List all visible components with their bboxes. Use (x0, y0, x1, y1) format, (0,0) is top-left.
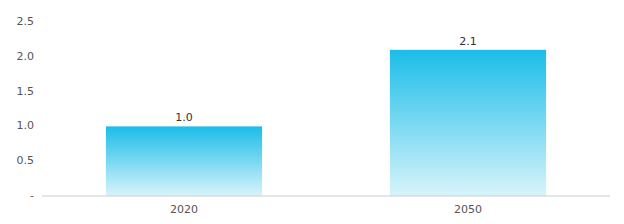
x-axis-line (42, 196, 610, 197)
y-tick-label: - (30, 189, 34, 202)
chart-svg: - 0.5 1.0 1.5 2.0 2.5 1.0 2.1 2020 2050 (0, 0, 624, 224)
y-axis: - 0.5 1.0 1.5 2.0 2.5 (17, 15, 35, 202)
y-tick-label: 2.0 (17, 50, 35, 63)
data-label: 1.0 (175, 111, 193, 124)
chart-container: - 0.5 1.0 1.5 2.0 2.5 1.0 2.1 2020 2050 (0, 0, 624, 224)
bar (106, 126, 262, 196)
y-tick-label: 2.5 (17, 15, 35, 28)
y-tick-label: 0.5 (17, 154, 35, 167)
x-tick-label: 2020 (170, 203, 198, 216)
bar (390, 50, 546, 196)
x-axis: 2020 2050 (42, 196, 610, 216)
y-tick-label: 1.5 (17, 85, 35, 98)
x-tick-label: 2050 (454, 203, 482, 216)
data-label: 2.1 (459, 35, 477, 48)
data-labels: 1.0 2.1 (175, 35, 477, 125)
y-tick-label: 1.0 (17, 119, 35, 132)
bars (106, 50, 546, 196)
